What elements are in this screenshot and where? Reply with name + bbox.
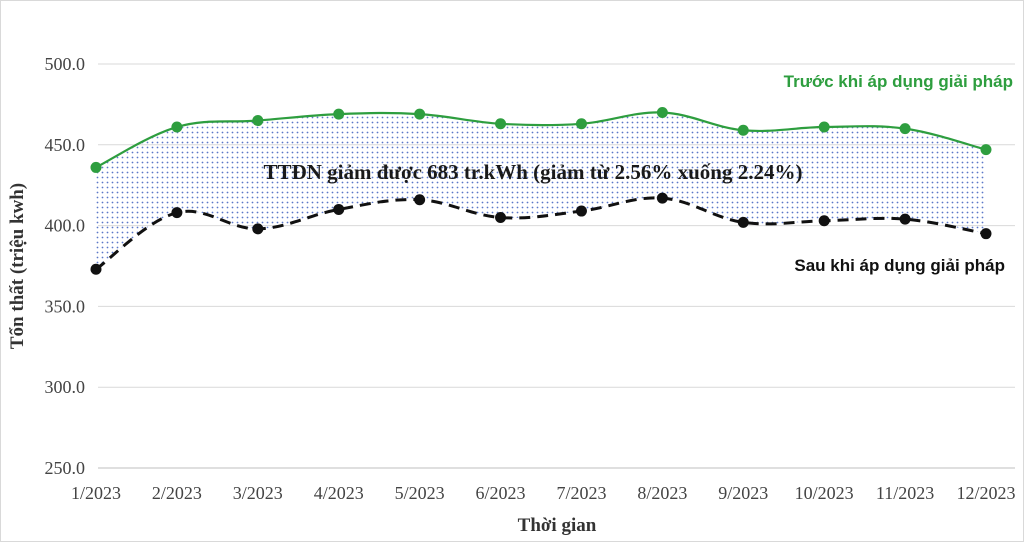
point-before — [171, 121, 183, 133]
point-after — [737, 216, 749, 228]
y-tick-label: 450.0 — [45, 135, 86, 155]
point-after — [980, 228, 992, 240]
point-after — [333, 203, 345, 215]
point-after — [575, 205, 587, 217]
point-before — [90, 161, 102, 173]
point-before — [899, 123, 911, 135]
x-tick-label: 9/2023 — [718, 483, 768, 503]
x-tick-label: 1/2023 — [71, 483, 121, 503]
series-label-after: Sau khi áp dụng giải pháp — [794, 256, 1005, 275]
point-after — [656, 192, 668, 204]
point-before — [495, 118, 507, 130]
x-axis-title: Thời gian — [518, 515, 597, 536]
y-axis-title: Tổn thất (triệu kwh) — [7, 183, 28, 349]
point-before — [737, 124, 749, 136]
point-before — [818, 121, 830, 133]
reduction-annotation: TTĐN giảm được 683 tr.kWh (giảm từ 2.56%… — [264, 160, 803, 184]
reduction-area — [96, 112, 986, 270]
point-before — [414, 108, 426, 120]
x-tick-label: 4/2023 — [314, 483, 364, 503]
y-tick-label: 250.0 — [45, 458, 86, 478]
point-before — [575, 118, 587, 130]
point-before — [252, 115, 264, 127]
y-tick-label: 300.0 — [45, 377, 86, 397]
point-after — [171, 207, 183, 219]
x-tick-label: 8/2023 — [637, 483, 687, 503]
point-after — [899, 213, 911, 225]
x-tick-label: 2/2023 — [152, 483, 202, 503]
y-tick-label: 400.0 — [45, 216, 86, 236]
x-tick-label: 6/2023 — [476, 483, 526, 503]
x-tick-label: 12/2023 — [956, 483, 1015, 503]
x-tick-label: 11/2023 — [876, 483, 934, 503]
x-tick-label: 10/2023 — [795, 483, 854, 503]
x-tick-label: 5/2023 — [395, 483, 445, 503]
x-tick-label: 7/2023 — [556, 483, 606, 503]
point-after — [90, 263, 102, 275]
point-after — [414, 194, 426, 206]
point-after — [818, 215, 830, 227]
point-after — [495, 212, 507, 224]
point-after — [252, 223, 264, 235]
y-tick-label: 350.0 — [45, 296, 86, 316]
series-line-before — [95, 111, 987, 169]
point-before — [656, 106, 668, 118]
series-label-before: Trước khi áp dụng giải pháp — [784, 72, 1013, 91]
series-line-after — [95, 196, 987, 271]
y-tick-label: 500.0 — [45, 54, 86, 74]
x-tick-label: 3/2023 — [233, 483, 283, 503]
point-before — [333, 108, 345, 120]
point-before — [980, 144, 992, 156]
